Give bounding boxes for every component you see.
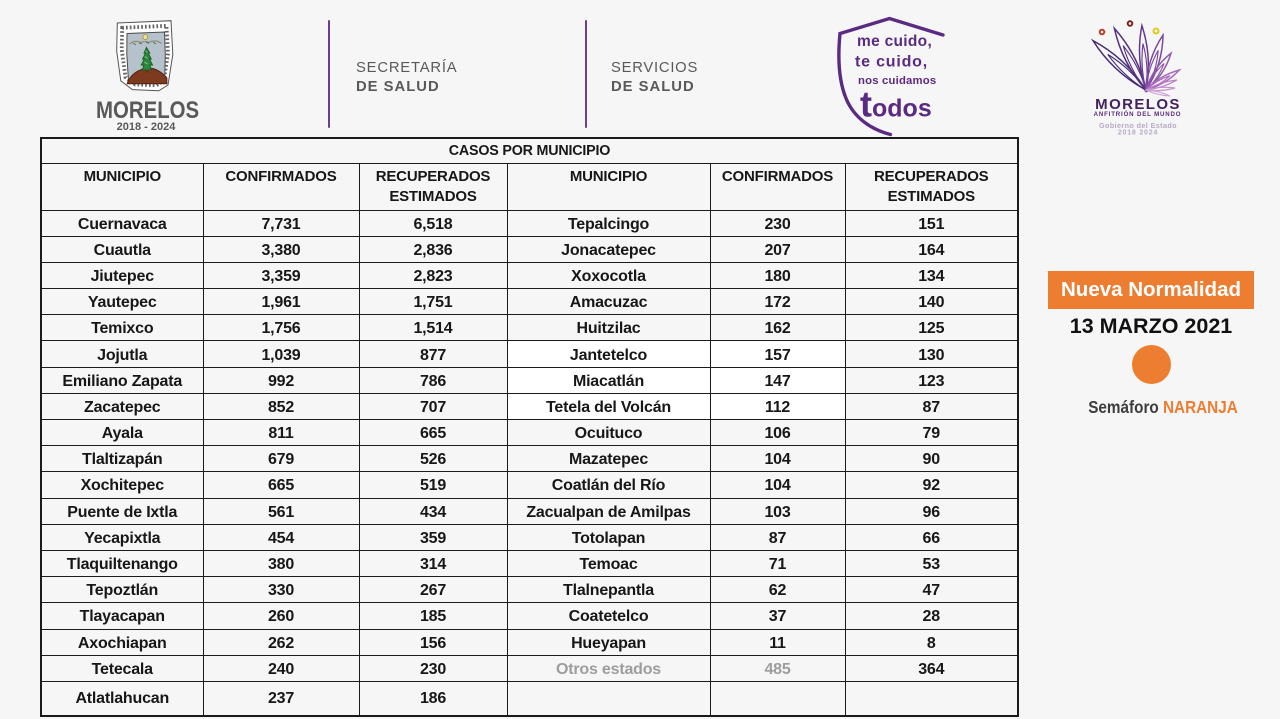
svg-text:2018 2024: 2018 2024	[1118, 130, 1158, 137]
svg-text:ANFITRIÓN DEL MUNDO: ANFITRIÓN DEL MUNDO	[1094, 110, 1182, 118]
svg-text:MORELOS: MORELOS	[1095, 96, 1181, 113]
svg-text:nos cuidamos: nos cuidamos	[858, 75, 936, 87]
svg-text:me cuido,: me cuido,	[857, 33, 932, 50]
svg-text:Gobierno del Estado: Gobierno del Estado	[1099, 121, 1177, 130]
svg-text:te cuido,: te cuido,	[855, 54, 928, 71]
svg-text:todos: todos	[860, 84, 932, 125]
